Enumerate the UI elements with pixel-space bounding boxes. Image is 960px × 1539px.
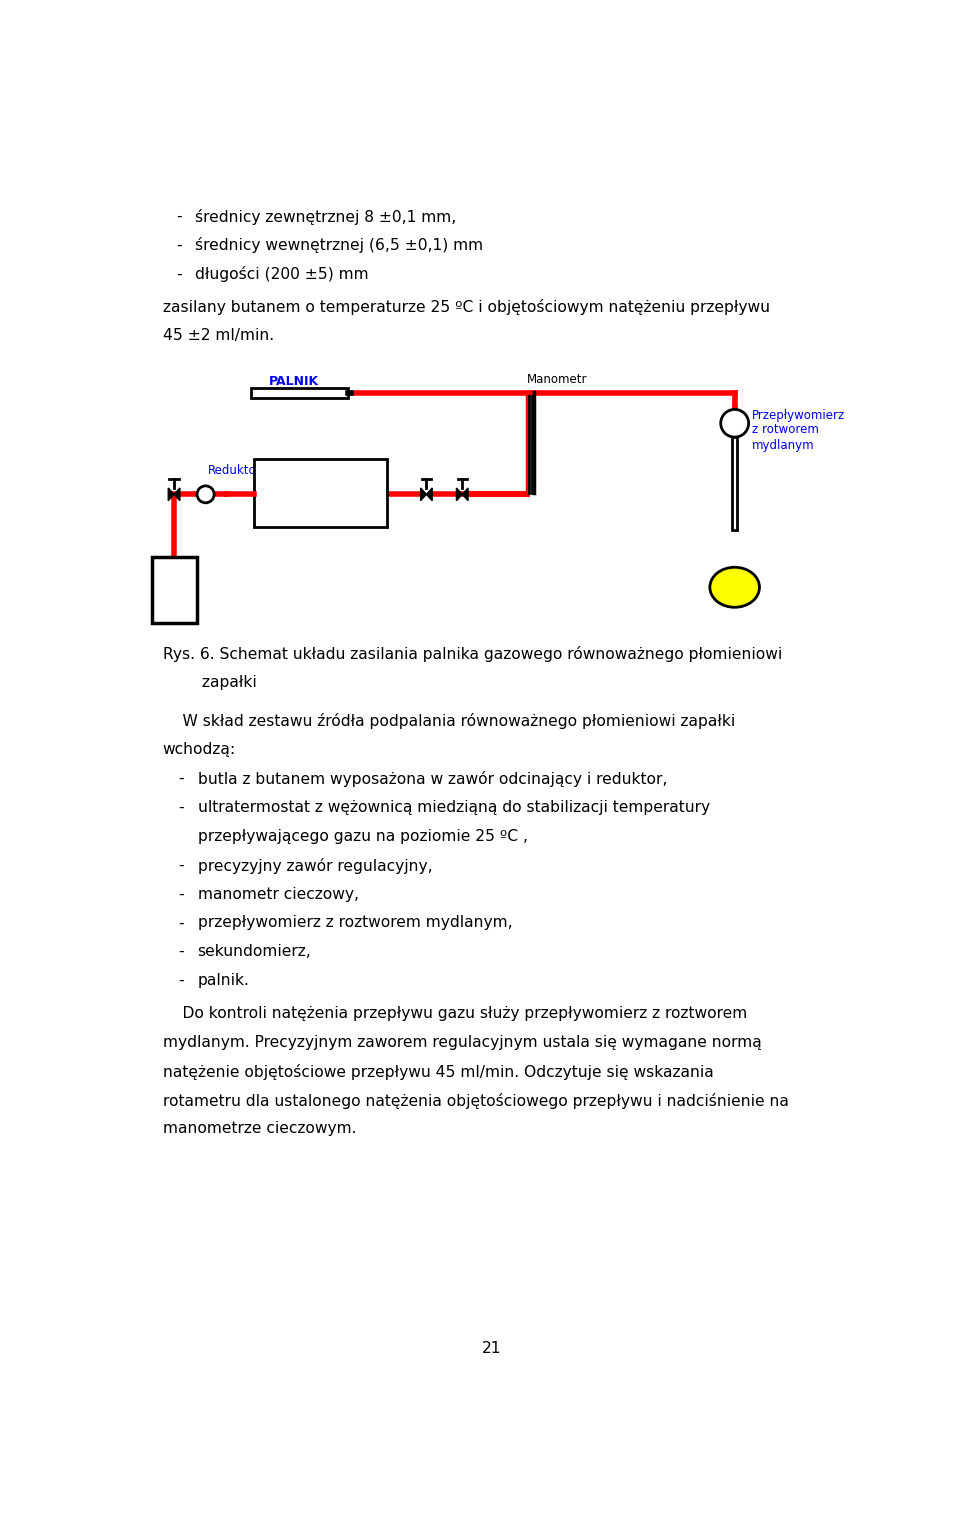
Text: W skład zestawu źródła podpalania równoważnego płomieniowi zapałki: W skład zestawu źródła podpalania równow… bbox=[162, 713, 734, 729]
Text: mydlanym: mydlanym bbox=[752, 439, 814, 451]
Text: Manometr: Manometr bbox=[526, 372, 587, 386]
Text: z rotworem: z rotworem bbox=[752, 423, 819, 436]
Text: -: - bbox=[179, 945, 183, 959]
Polygon shape bbox=[532, 442, 534, 492]
Polygon shape bbox=[463, 488, 468, 500]
Text: BUTAN: BUTAN bbox=[152, 583, 197, 597]
Text: -: - bbox=[179, 916, 183, 931]
Text: Do kontroli natężenia przepływu gazu służy przepływomierz z roztworem: Do kontroli natężenia przepływu gazu słu… bbox=[162, 1007, 747, 1020]
Text: średnicy zewnętrznej 8 ±0,1 mm,: średnicy zewnętrznej 8 ±0,1 mm, bbox=[195, 209, 456, 225]
Text: palnik.: palnik. bbox=[198, 973, 250, 988]
Text: -: - bbox=[176, 237, 181, 252]
Text: przepływomierz z roztworem mydlanym,: przepływomierz z roztworem mydlanym, bbox=[198, 916, 512, 931]
Polygon shape bbox=[456, 488, 463, 500]
Text: natężenie objętościowe przepływu 45 ml/min. Odczytuje się wskazania: natężenie objętościowe przepływu 45 ml/m… bbox=[162, 1063, 713, 1080]
Text: średnicy wewnętrznej (6,5 ±0,1) mm: średnicy wewnętrznej (6,5 ±0,1) mm bbox=[195, 237, 483, 254]
Text: -: - bbox=[179, 857, 183, 873]
Text: mydlanym. Precyzyjnym zaworem regulacyjnym ustala się wymagane normą: mydlanym. Precyzyjnym zaworem regulacyjn… bbox=[162, 1034, 761, 1050]
Text: 45 ±2 ml/min.: 45 ±2 ml/min. bbox=[162, 328, 274, 343]
Text: -: - bbox=[179, 800, 183, 816]
Text: ULTRATERMOSTAT: ULTRATERMOSTAT bbox=[272, 483, 370, 494]
Text: przepływającego gazu na poziomie 25 ºC ,: przepływającego gazu na poziomie 25 ºC , bbox=[198, 830, 527, 843]
Text: -: - bbox=[179, 886, 183, 902]
Polygon shape bbox=[426, 488, 432, 500]
Text: wchodzą:: wchodzą: bbox=[162, 742, 236, 757]
Text: ultratermostat z wężownicą miedziąną do stabilizacji temperatury: ultratermostat z wężownicą miedziąną do … bbox=[198, 800, 709, 816]
Bar bbox=[254, 459, 387, 528]
Text: Rys. 6. Schemat układu zasilania palnika gazowego równoważnego płomieniowi: Rys. 6. Schemat układu zasilania palnika… bbox=[162, 646, 781, 662]
Polygon shape bbox=[174, 488, 180, 500]
Text: -: - bbox=[179, 973, 183, 988]
Text: PALNIK: PALNIK bbox=[269, 376, 319, 388]
Bar bbox=[732, 437, 737, 529]
Text: precyzyjny zawór regulacyjny,: precyzyjny zawór regulacyjny, bbox=[198, 857, 432, 874]
Text: Reduktor: Reduktor bbox=[207, 465, 261, 477]
Text: manometrze cieczowym.: manometrze cieczowym. bbox=[162, 1122, 356, 1136]
Ellipse shape bbox=[709, 568, 759, 608]
Text: manometr cieczowy,: manometr cieczowy, bbox=[198, 886, 358, 902]
Text: Przepływomierz: Przepływomierz bbox=[752, 409, 845, 422]
Text: 25ºC: 25ºC bbox=[307, 496, 334, 506]
Circle shape bbox=[197, 486, 214, 503]
Polygon shape bbox=[168, 488, 174, 500]
Text: zasilany butanem o temperaturze 25 ºC i objętościowym natężeniu przepływu: zasilany butanem o temperaturze 25 ºC i … bbox=[162, 299, 770, 315]
Text: długości (200 ±5) mm: długości (200 ±5) mm bbox=[195, 266, 369, 282]
Bar bbox=[152, 557, 197, 623]
Text: zapałki: zapałki bbox=[162, 674, 256, 689]
Text: sekundomierz,: sekundomierz, bbox=[198, 945, 311, 959]
Polygon shape bbox=[420, 488, 426, 500]
Text: 21: 21 bbox=[482, 1340, 502, 1356]
Circle shape bbox=[721, 409, 749, 437]
Text: -: - bbox=[176, 209, 181, 223]
Text: -: - bbox=[176, 266, 181, 282]
Text: butla z butanem wyposażona w zawór odcinający i reduktor,: butla z butanem wyposażona w zawór odcin… bbox=[198, 771, 667, 786]
Text: rotametru dla ustalonego natężenia objętościowego przepływu i nadciśnienie na: rotametru dla ustalonego natężenia objęt… bbox=[162, 1093, 788, 1108]
Text: -: - bbox=[179, 771, 183, 786]
Bar bbox=[251, 388, 348, 399]
